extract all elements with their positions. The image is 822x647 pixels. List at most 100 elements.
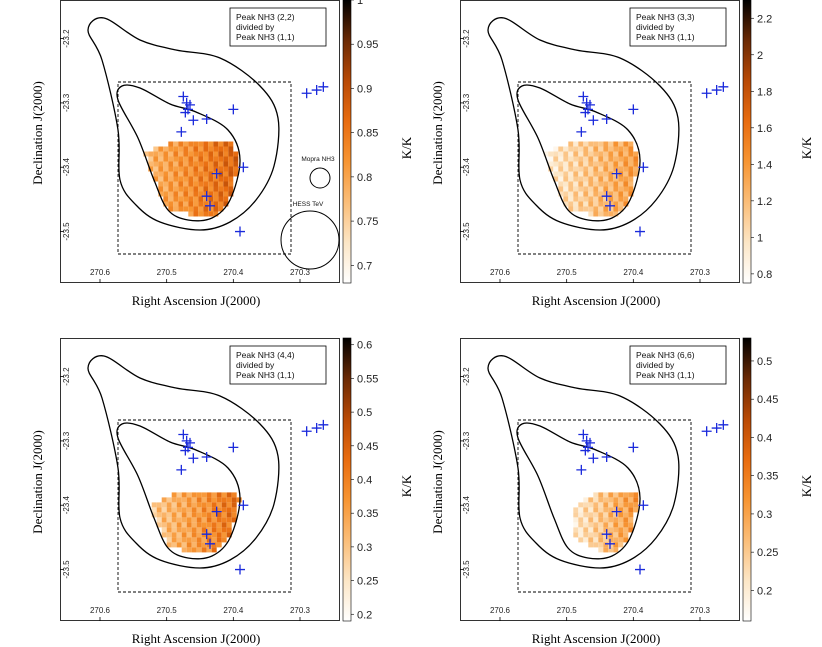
- heatmap-cell: [221, 522, 227, 528]
- heatmap-cell: [173, 186, 179, 192]
- heatmap-cell: [226, 492, 232, 498]
- heatmap-cell: [633, 507, 639, 513]
- heatmap-cell: [161, 502, 167, 508]
- heatmap-cell: [181, 507, 187, 513]
- heatmap-cell: [613, 161, 619, 167]
- source-marker: [211, 168, 222, 179]
- heatmap-cell: [173, 151, 179, 157]
- heatmap-cell: [608, 512, 614, 518]
- heatmap-cell: [613, 542, 619, 548]
- heatmap-cell: [578, 181, 584, 187]
- heatmap-cell: [226, 532, 232, 538]
- plot-frame: [460, 338, 740, 621]
- heatmap-cell: [183, 201, 189, 207]
- heatmap-cell: [216, 517, 222, 523]
- heatmap-cell: [588, 211, 594, 217]
- heatmap-cell: [233, 161, 239, 167]
- heatmap-cell: [578, 532, 584, 538]
- heatmap-cell: [558, 176, 564, 182]
- heatmap-cell: [213, 146, 219, 152]
- heatmap-cell: [191, 507, 197, 513]
- heatmap-cell: [221, 502, 227, 508]
- heatmap-cell: [206, 492, 212, 498]
- colorbar-tick-label: 0.45: [357, 441, 378, 453]
- heatmap-cell: [213, 211, 219, 217]
- heatmap-cell: [173, 181, 179, 187]
- heatmap-cell: [628, 156, 634, 162]
- heatmap-cell: [186, 537, 192, 543]
- heatmap-cell: [623, 532, 629, 538]
- heatmap-cell: [568, 201, 574, 207]
- heatmap-cell: [211, 502, 217, 508]
- heatmap-cell: [211, 517, 217, 523]
- annotation-box: [229, 7, 327, 47]
- heatmap-cell: [218, 141, 224, 147]
- heatmap-cell: [553, 176, 559, 182]
- heatmap-cell: [558, 191, 564, 197]
- heatmap-cell: [173, 171, 179, 177]
- heatmap-cell: [588, 146, 594, 152]
- heatmap-cell: [573, 512, 579, 518]
- x-tick-label: 270.3: [290, 268, 311, 277]
- heatmap-cell: [593, 161, 599, 167]
- heatmap-cell: [573, 507, 579, 513]
- y-tick-label: -23.3: [62, 431, 71, 450]
- heatmap-cell: [553, 151, 559, 157]
- heatmap-cell: [598, 201, 604, 207]
- heatmap-cell: [193, 151, 199, 157]
- heatmap-cell: [206, 537, 212, 543]
- heatmap-cell: [196, 532, 202, 538]
- heatmap-cell: [191, 537, 197, 543]
- heatmap-cell: [578, 196, 584, 202]
- heatmap-cell: [188, 166, 194, 172]
- heatmap-cell: [613, 532, 619, 538]
- heatmap-cell: [573, 201, 579, 207]
- heatmap-cell: [201, 522, 207, 528]
- heatmap-cell: [628, 161, 634, 167]
- source-marker: [201, 191, 212, 202]
- heatmap-cell: [148, 166, 154, 172]
- heatmap-cell: [223, 196, 229, 202]
- colorbar-tick-label: 0.7: [357, 260, 372, 272]
- heatmap-cell: [573, 151, 579, 157]
- heatmap-cell: [598, 211, 604, 217]
- heatmap-cell: [193, 146, 199, 152]
- heatmap-cell: [156, 502, 162, 508]
- heatmap-cell: [603, 502, 609, 508]
- heatmap-cell: [598, 166, 604, 172]
- heatmap-cell: [231, 517, 237, 523]
- source-marker: [638, 500, 649, 511]
- heatmap-cell: [578, 522, 584, 528]
- source-marker: [576, 464, 587, 475]
- heatmap-cell: [603, 166, 609, 172]
- heatmap-cell: [203, 171, 209, 177]
- heatmap-cell: [588, 517, 594, 523]
- heatmap-cell: [211, 507, 217, 513]
- heatmap-cell: [228, 191, 234, 197]
- contour-outer: [87, 355, 280, 569]
- heatmap-cell: [583, 146, 589, 152]
- heatmap-cell: [558, 181, 564, 187]
- marker-group: [576, 81, 729, 237]
- heatmap-cell: [568, 141, 574, 147]
- heatmap-cell: [203, 176, 209, 182]
- heatmap-cell: [168, 146, 174, 152]
- heatmap-cell: [176, 507, 182, 513]
- heatmap-cell: [226, 522, 232, 528]
- heatmap-cell: [623, 171, 629, 177]
- heatmap-cell: [193, 171, 199, 177]
- heatmap-cell: [188, 196, 194, 202]
- heatmap-cell: [206, 527, 212, 533]
- heatmap-cell: [158, 171, 164, 177]
- heatmap-cell: [191, 502, 197, 508]
- heatmap-cell: [183, 176, 189, 182]
- heatmap-cell: [598, 532, 604, 538]
- heatmap-cell: [231, 492, 237, 498]
- heatmap-cell: [211, 512, 217, 518]
- heatmap-cell: [198, 211, 204, 217]
- heatmap-cell: [573, 146, 579, 152]
- y-tick-label: -23.5: [62, 560, 71, 579]
- heatmap-cell: [593, 141, 599, 147]
- heatmap-cell: [558, 166, 564, 172]
